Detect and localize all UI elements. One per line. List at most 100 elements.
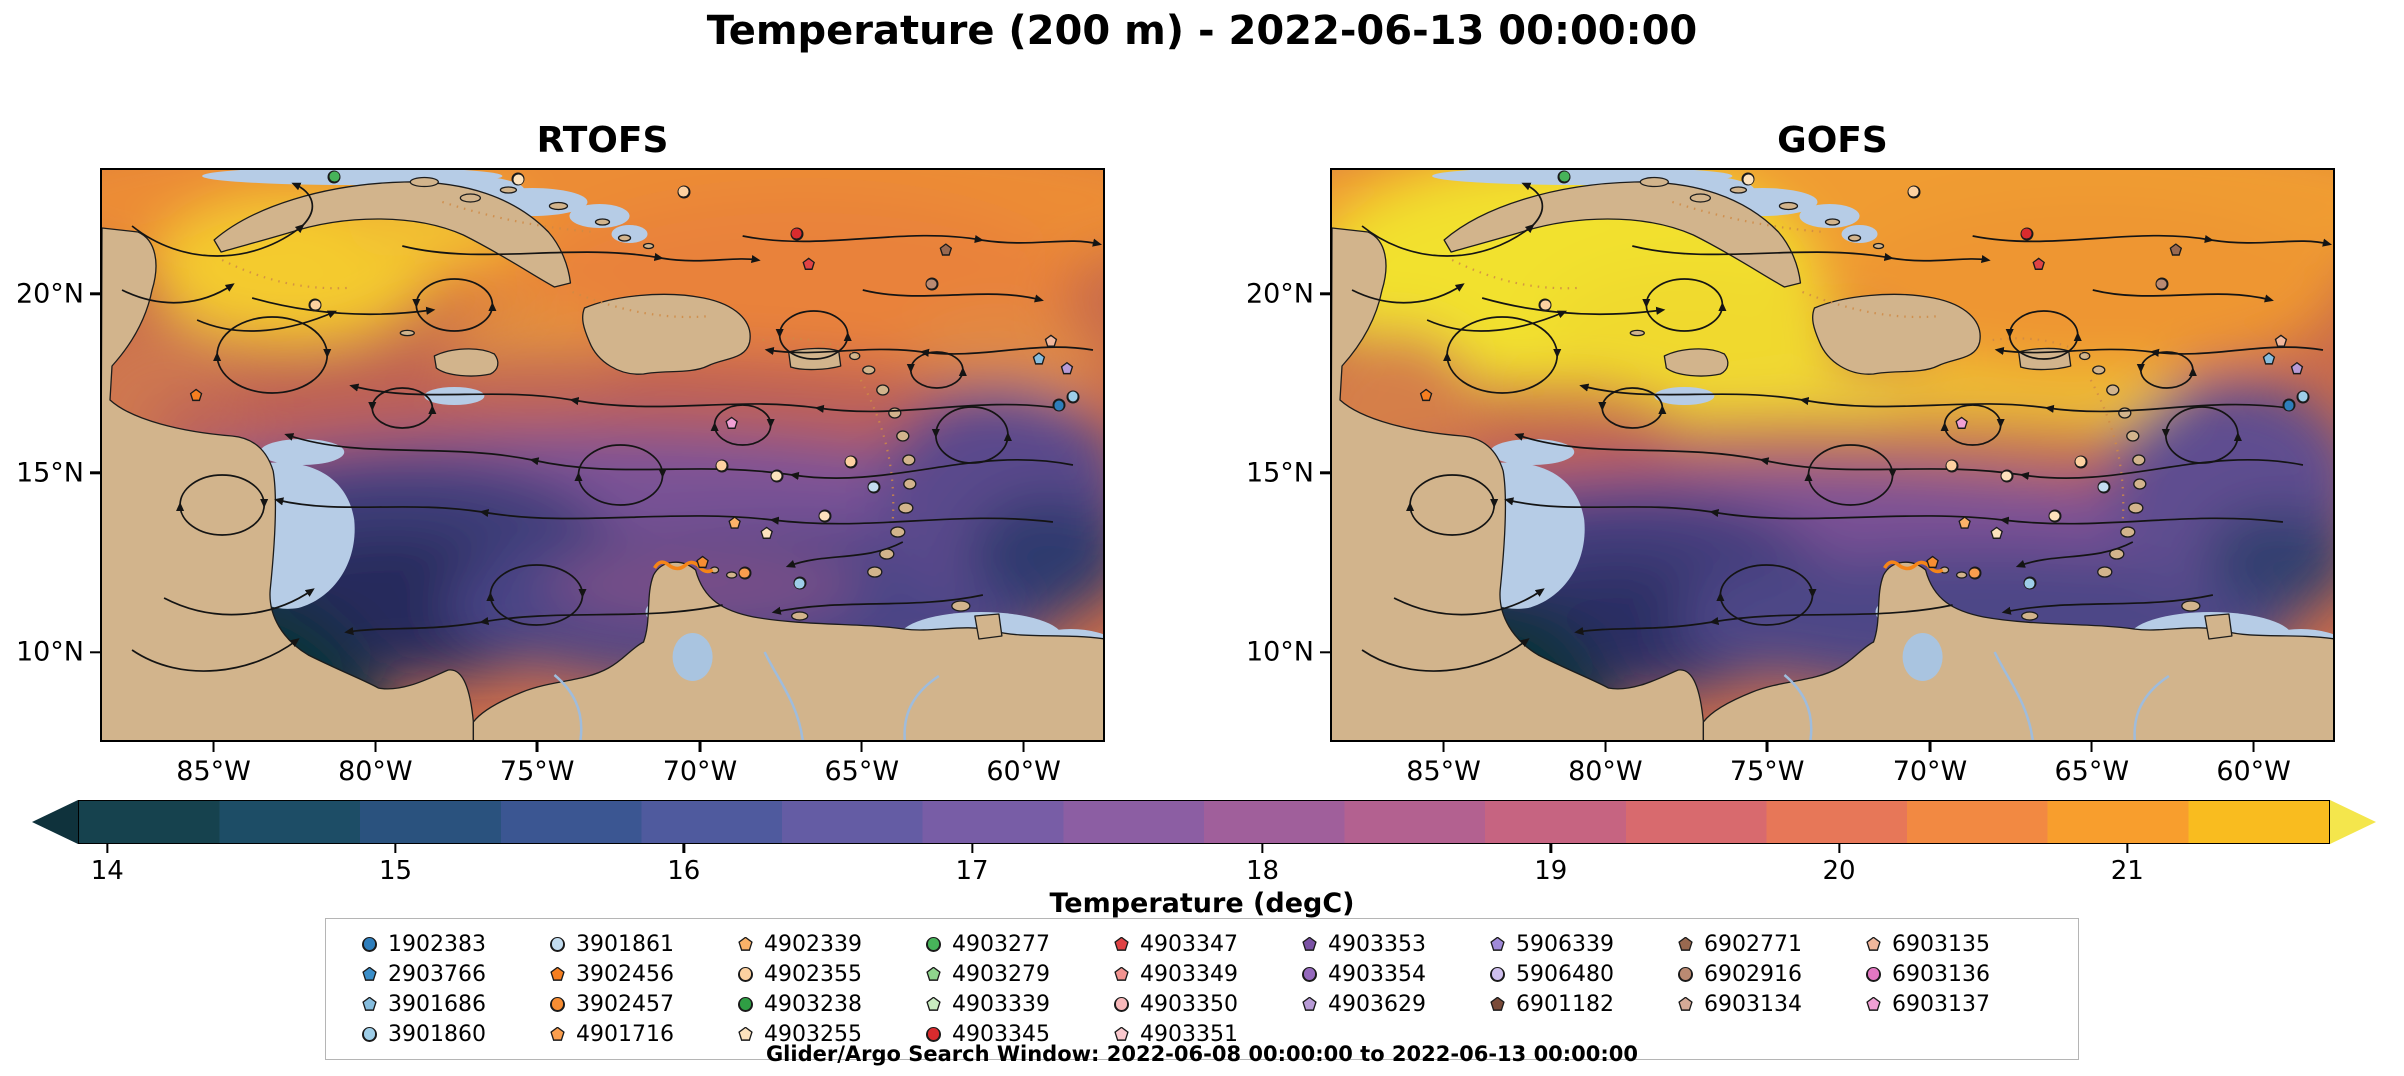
legend-entry: 6901182 <box>1490 992 1666 1017</box>
float-marker <box>2169 243 2183 256</box>
legend-entry: 4903629 <box>1302 992 1478 1017</box>
x-tick-label: 70°W <box>663 742 738 787</box>
glider-track <box>653 560 714 574</box>
legend-entry-label: 4903238 <box>764 991 862 1017</box>
float-markers-gofs <box>1332 170 2333 740</box>
float-marker <box>327 170 341 184</box>
legend-entry-label: 3902456 <box>576 961 674 987</box>
legend-entry-label: 4903354 <box>1328 961 1426 987</box>
legend-entry-label: 4903629 <box>1328 991 1426 1017</box>
legend-entry-label: 4903277 <box>952 931 1050 957</box>
float-marker <box>2097 480 2111 494</box>
legend-entry: 4903339 <box>926 992 1102 1017</box>
legend-marker-icon <box>738 966 753 982</box>
float-marker <box>1968 566 1982 580</box>
float-marker <box>2032 257 2045 271</box>
legend-marker-icon <box>1866 966 1881 982</box>
colorbar-label: Temperature (degC) <box>1049 888 1355 919</box>
float-marker <box>1990 526 2003 540</box>
legend-entry: 3901860 <box>362 1022 538 1047</box>
x-tick-label: 60°W <box>986 742 1061 787</box>
map-gofs-svg <box>1332 170 2333 740</box>
legend-marker-icon <box>1114 966 1129 981</box>
colorbar-tick-label: 20 <box>1823 844 1856 886</box>
legend-entry-label: 6902771 <box>1704 931 1802 957</box>
float-marker <box>1044 334 1058 347</box>
legend-marker-icon <box>1678 996 1693 1011</box>
float-marker <box>793 576 807 590</box>
x-tick-label: 75°W <box>500 742 575 787</box>
colorbar-left-arrow <box>32 800 78 844</box>
y-tick-label: 15°N <box>1245 457 1314 489</box>
float-marker <box>308 298 322 312</box>
float-marker <box>1958 516 1971 529</box>
float-marker <box>939 243 953 256</box>
legend-marker-icon <box>1302 996 1317 1011</box>
x-tick-label: 65°W <box>2055 742 2130 787</box>
legend-marker-icon <box>1490 936 1505 951</box>
float-marker <box>1907 185 1921 199</box>
float-marker <box>1066 390 1080 404</box>
float-marker <box>2000 469 2014 483</box>
legend-box: 1902383 2903766 3901686 3901860 3901861 <box>325 918 2079 1060</box>
x-tick-label: 75°W <box>1730 742 1805 787</box>
legend-entry: 4902339 <box>738 932 914 957</box>
float-marker <box>738 566 752 580</box>
legend-entry-label: 4903351 <box>1140 1021 1238 1047</box>
colorbar-tick-label: 14 <box>91 844 124 886</box>
legend-entry: 4903345 <box>926 1022 1102 1047</box>
float-marker <box>867 480 881 494</box>
legend-marker-icon <box>926 936 941 952</box>
legend-entry-label: 4903255 <box>764 1021 862 1047</box>
legend-entry: 3901686 <box>362 992 538 1017</box>
colorbar-tick-label: 19 <box>1534 844 1567 886</box>
legend-marker-icon <box>362 996 377 1011</box>
float-marker <box>1557 170 1571 184</box>
legend-marker-icon <box>362 936 377 952</box>
float-markers-rtofs <box>102 170 1103 740</box>
legend-entry-label: 3901860 <box>388 1021 486 1047</box>
legend-marker-icon <box>1114 996 1129 1012</box>
map-rtofs-svg <box>102 170 1103 740</box>
y-tick-label: 20°N <box>1245 278 1314 310</box>
legend-entry: 6903137 <box>1866 992 2042 1017</box>
legend-entry: 3902457 <box>550 992 726 1017</box>
legend-marker-icon <box>1490 966 1505 982</box>
legend-entry-label: 6903137 <box>1892 991 1990 1017</box>
legend-marker-icon <box>550 1026 565 1041</box>
legend-marker-icon <box>550 996 565 1012</box>
legend-entry: 5906480 <box>1490 962 1666 987</box>
float-marker <box>844 455 858 469</box>
x-tick-label: 85°W <box>176 742 251 787</box>
legend-entry: 4903351 <box>1114 1022 1290 1047</box>
x-tick-label: 80°W <box>1568 742 1643 787</box>
colorbar-tick-label: 15 <box>379 844 412 886</box>
float-marker <box>2290 361 2304 375</box>
float-marker <box>696 555 709 569</box>
float-marker <box>1945 459 1959 473</box>
legend-marker-icon <box>362 966 377 981</box>
legend-entry-label: 4902355 <box>764 961 862 987</box>
x-tick-label: 65°W <box>825 742 900 787</box>
x-tick-label: 85°W <box>1406 742 1481 787</box>
float-marker <box>1538 298 1552 312</box>
legend-entry: 4903353 <box>1302 932 1478 957</box>
legend-entry-label: 4902339 <box>764 931 862 957</box>
legend-entry-label: 4903339 <box>952 991 1050 1017</box>
y-axis-gofs: 20°N 15°N 10°N <box>1234 168 1330 742</box>
y-axis-rtofs: 20°N 15°N 10°N <box>4 168 100 742</box>
legend-entry: 1902383 <box>362 932 538 957</box>
legend-entry: 4902355 <box>738 962 914 987</box>
x-axis-gofs: 85°W 80°W 75°W 70°W 65°W 60°W <box>1330 742 2335 788</box>
legend-marker-icon <box>1490 996 1505 1011</box>
y-tick-label: 15°N <box>15 457 84 489</box>
legend-entry-label: 5906480 <box>1516 961 1614 987</box>
float-marker <box>728 516 741 529</box>
legend-entry-label: 6903136 <box>1892 961 1990 987</box>
legend-entry-label: 1902383 <box>388 931 486 957</box>
legend-entry: 2903766 <box>362 962 538 987</box>
legend-entry-label: 2903766 <box>388 961 486 987</box>
legend-entry: 4903238 <box>738 992 914 1017</box>
float-marker <box>715 459 729 473</box>
float-marker <box>677 185 691 199</box>
